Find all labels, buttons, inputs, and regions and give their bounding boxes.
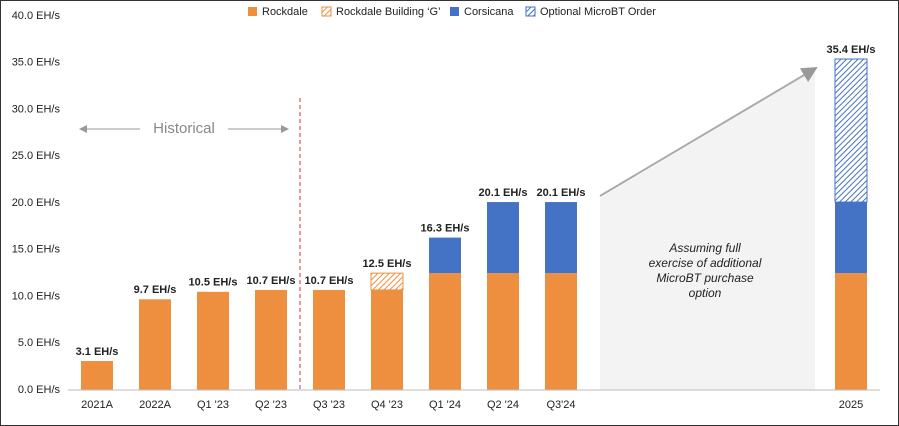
total-label: 10.5 EH/s <box>189 277 238 289</box>
total-label: 3.1 EH/s <box>76 346 119 358</box>
annotation-line: Assuming full <box>668 241 741 255</box>
bar-segment <box>255 289 287 390</box>
legend-label: Optional MicroBT Order <box>540 6 656 18</box>
total-label: 10.7 EH/s <box>305 275 354 287</box>
bar-segment <box>429 237 461 274</box>
bar-segment <box>370 272 404 291</box>
annotation-line: MicroBT purchase <box>656 271 754 285</box>
y-tick-label: 20.0 EH/s <box>12 197 61 209</box>
total-label: 35.4 EH/s <box>827 44 876 56</box>
total-label: 9.7 EH/s <box>134 284 177 296</box>
y-tick-label: 25.0 EH/s <box>12 150 61 162</box>
x-tick-label: Q2 '23 <box>255 399 287 411</box>
total-label: 20.1 EH/s <box>537 187 586 199</box>
bar-segment <box>197 291 229 390</box>
projection-area <box>600 70 815 390</box>
x-tick-label: Q4 '23 <box>371 399 403 411</box>
total-label: 20.1 EH/s <box>479 187 528 199</box>
historical-label: Historical <box>153 120 215 137</box>
bar-segment <box>834 58 868 203</box>
legend-swatch <box>248 7 257 16</box>
x-tick-label: 2025 <box>839 399 863 411</box>
total-label: 10.7 EH/s <box>247 275 296 287</box>
total-label: 12.5 EH/s <box>363 258 412 270</box>
bar-segment <box>81 361 113 390</box>
bar-segment <box>313 289 345 390</box>
legend-label: Rockdale <box>262 6 308 18</box>
x-tick-label: Q2 '24 <box>487 399 519 411</box>
total-label: 16.3 EH/s <box>421 223 470 235</box>
y-tick-label: 40.0 EH/s <box>12 10 61 22</box>
y-tick-label: 35.0 EH/s <box>12 57 61 69</box>
bar-segment <box>429 273 461 390</box>
legend-swatch <box>525 6 536 17</box>
bar-segment <box>835 202 867 274</box>
y-tick-label: 5.0 EH/s <box>18 337 61 349</box>
annotation-line: option <box>689 286 722 300</box>
annotation-line: exercise of additional <box>649 256 762 270</box>
y-tick-label: 15.0 EH/s <box>12 244 61 256</box>
x-tick-label: Q1 '24 <box>429 399 461 411</box>
projection-arrow <box>599 66 818 197</box>
bar-segment <box>487 202 519 274</box>
bar-segment <box>139 299 171 390</box>
legend-swatch <box>450 7 459 16</box>
legend-swatch <box>321 6 332 17</box>
y-tick-label: 0.0 EH/s <box>18 384 61 396</box>
bar-segment <box>371 289 403 390</box>
bar-segment <box>835 273 867 390</box>
y-tick-label: 30.0 EH/s <box>12 103 61 115</box>
x-tick-label: Q3'24 <box>546 399 575 411</box>
bar-segment <box>545 202 577 274</box>
legend-label: Rockdale Building ‘G’ <box>336 6 441 18</box>
y-tick-label: 10.0 EH/s <box>12 290 61 302</box>
bar-segment <box>487 273 519 390</box>
x-tick-label: Q3 '23 <box>313 399 345 411</box>
bar-segment <box>545 273 577 390</box>
x-tick-label: Q1 '23 <box>197 399 229 411</box>
x-tick-label: 2021A <box>81 399 113 411</box>
x-tick-label: 2022A <box>139 399 171 411</box>
legend-label: Corsicana <box>464 6 514 18</box>
